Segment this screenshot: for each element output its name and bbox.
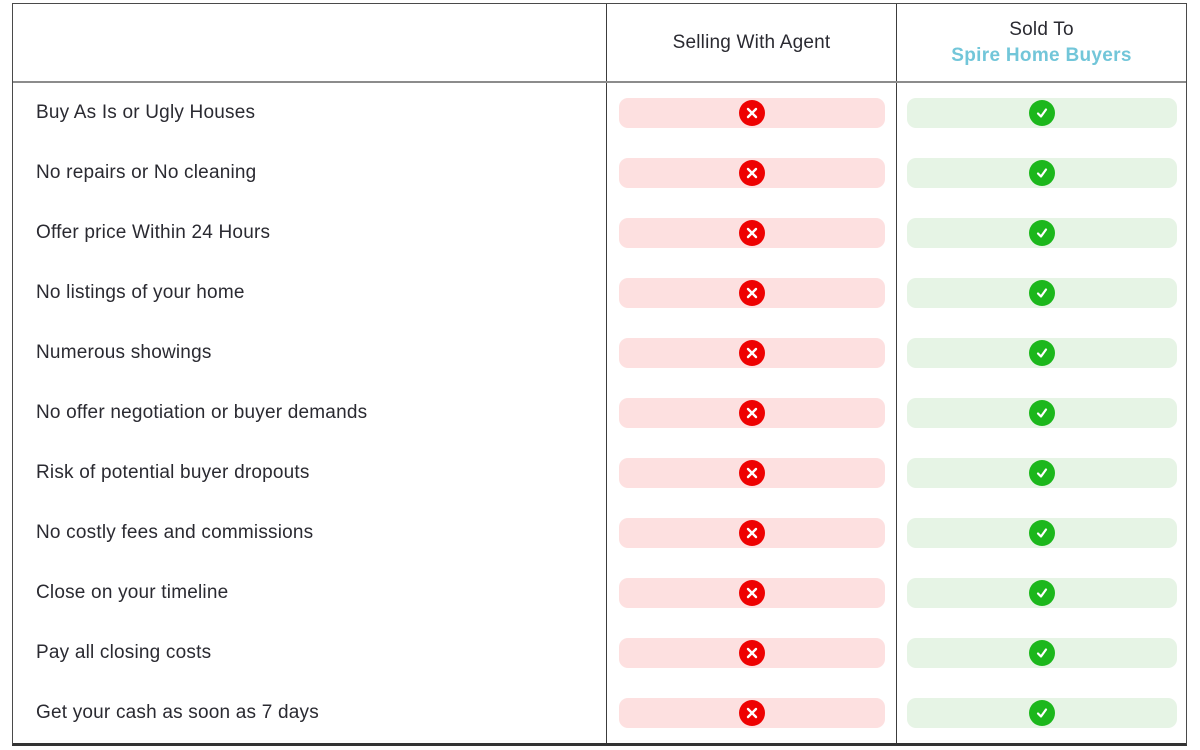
spire-status-pill	[906, 158, 1177, 188]
comparison-table: Selling With Agent Sold To Spire Home Bu…	[12, 3, 1187, 746]
feature-label: Pay all closing costs	[36, 642, 212, 663]
table-row: Risk of potential buyer dropouts	[13, 443, 1186, 503]
agent-cell	[606, 563, 896, 623]
agent-cell	[606, 443, 896, 503]
table-body: Buy As Is or Ugly Houses No repairs or N…	[13, 83, 1186, 743]
spire-status-pill	[906, 518, 1177, 548]
check-icon	[1028, 100, 1055, 126]
spire-cell	[896, 203, 1186, 263]
feature-label: Buy As Is or Ugly Houses	[36, 102, 256, 123]
agent-cell	[606, 323, 896, 383]
feature-label: Close on your timeline	[36, 582, 229, 603]
spire-column-title-line2: Spire Home Buyers	[951, 44, 1132, 66]
header-agent-column: Selling With Agent	[606, 4, 896, 81]
table-row: No costly fees and commissions	[13, 503, 1186, 563]
check-icon	[1028, 280, 1055, 306]
check-icon	[1028, 580, 1055, 606]
feature-label: No repairs or No cleaning	[36, 162, 257, 183]
check-icon	[1028, 400, 1055, 426]
check-icon	[1028, 460, 1055, 486]
spire-status-pill	[906, 638, 1177, 668]
agent-cell	[606, 383, 896, 443]
table-row: Numerous showings	[13, 323, 1186, 383]
feature-label: Get your cash as soon as 7 days	[36, 702, 319, 723]
agent-status-pill	[618, 518, 885, 548]
cross-icon	[738, 340, 765, 366]
cross-icon	[738, 460, 765, 486]
check-icon	[1028, 520, 1055, 546]
agent-status-pill	[618, 278, 885, 308]
agent-cell	[606, 263, 896, 323]
table-row: No listings of your home	[13, 263, 1186, 323]
table-row: No repairs or No cleaning	[13, 143, 1186, 203]
cross-icon	[738, 160, 765, 186]
agent-status-pill	[618, 98, 885, 128]
spire-cell	[896, 83, 1186, 143]
check-icon	[1028, 340, 1055, 366]
spire-status-pill	[906, 278, 1177, 308]
agent-status-pill	[618, 698, 885, 728]
cross-icon	[738, 640, 765, 666]
spire-cell	[896, 503, 1186, 563]
spire-status-pill	[906, 398, 1177, 428]
agent-cell	[606, 83, 896, 143]
agent-status-pill	[618, 158, 885, 188]
agent-status-pill	[618, 578, 885, 608]
spire-status-pill	[906, 458, 1177, 488]
agent-cell	[606, 683, 896, 743]
spire-cell	[896, 263, 1186, 323]
cross-icon	[738, 100, 765, 126]
feature-label: Offer price Within 24 Hours	[36, 222, 271, 243]
table-row: Close on your timeline	[13, 563, 1186, 623]
spire-status-pill	[906, 218, 1177, 248]
agent-status-pill	[618, 458, 885, 488]
cross-icon	[738, 700, 765, 726]
spire-cell	[896, 563, 1186, 623]
spire-cell	[896, 443, 1186, 503]
feature-label: No costly fees and commissions	[36, 522, 314, 543]
table-row: Buy As Is or Ugly Houses	[13, 83, 1186, 143]
cross-icon	[738, 400, 765, 426]
agent-cell	[606, 623, 896, 683]
agent-cell	[606, 203, 896, 263]
spire-cell	[896, 143, 1186, 203]
spire-cell	[896, 623, 1186, 683]
spire-status-pill	[906, 98, 1177, 128]
table-row: Offer price Within 24 Hours	[13, 203, 1186, 263]
spire-cell	[896, 323, 1186, 383]
agent-status-pill	[618, 338, 885, 368]
table-row: Pay all closing costs	[13, 623, 1186, 683]
agent-status-pill	[618, 638, 885, 668]
cross-icon	[738, 520, 765, 546]
feature-label: Numerous showings	[36, 342, 212, 363]
header-feature-column	[13, 4, 606, 81]
check-icon	[1028, 640, 1055, 666]
feature-label: Risk of potential buyer dropouts	[36, 462, 310, 483]
spire-cell	[896, 383, 1186, 443]
table-row: No offer negotiation or buyer demands	[13, 383, 1186, 443]
agent-column-title: Selling With Agent	[672, 31, 831, 53]
agent-status-pill	[618, 398, 885, 428]
header-spire-column: Sold To Spire Home Buyers	[896, 4, 1186, 81]
cross-icon	[738, 580, 765, 606]
table-row: Get your cash as soon as 7 days	[13, 683, 1186, 743]
spire-status-pill	[906, 698, 1177, 728]
agent-cell	[606, 503, 896, 563]
spire-status-pill	[906, 338, 1177, 368]
cross-icon	[738, 280, 765, 306]
spire-column-title-line1: Sold To	[1009, 18, 1074, 40]
check-icon	[1028, 160, 1055, 186]
agent-cell	[606, 143, 896, 203]
agent-status-pill	[618, 218, 885, 248]
spire-status-pill	[906, 578, 1177, 608]
check-icon	[1028, 700, 1055, 726]
table-header: Selling With Agent Sold To Spire Home Bu…	[13, 4, 1186, 83]
cross-icon	[738, 220, 765, 246]
spire-cell	[896, 683, 1186, 743]
feature-label: No listings of your home	[36, 282, 245, 303]
feature-label: No offer negotiation or buyer demands	[36, 402, 368, 423]
check-icon	[1028, 220, 1055, 246]
